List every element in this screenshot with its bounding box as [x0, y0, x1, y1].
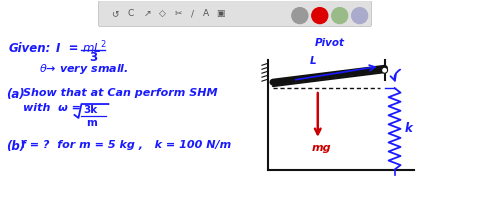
Text: ▣: ▣ — [216, 9, 224, 18]
Text: with  ω =: with ω = — [23, 103, 81, 113]
Text: 3: 3 — [89, 51, 97, 64]
Text: Show that at Can perform SHM: Show that at Can perform SHM — [23, 88, 217, 98]
Text: C: C — [127, 9, 133, 18]
Text: m: m — [86, 118, 97, 128]
Text: mg: mg — [312, 143, 331, 153]
Text: Pivot: Pivot — [315, 39, 345, 48]
Text: ↺: ↺ — [112, 9, 119, 18]
Text: L: L — [310, 56, 316, 66]
Text: f = ?  for m = 5 kg ,   k = 100 N/m: f = ? for m = 5 kg , k = 100 N/m — [21, 140, 231, 150]
Text: I  =: I = — [56, 42, 78, 55]
Text: k: k — [405, 122, 412, 135]
Text: (a): (a) — [6, 88, 24, 101]
Circle shape — [332, 8, 348, 24]
Text: 3k: 3k — [84, 105, 98, 115]
Text: (b): (b) — [6, 140, 25, 153]
Circle shape — [292, 8, 308, 24]
Circle shape — [352, 8, 368, 24]
Text: Given:: Given: — [9, 42, 51, 55]
Text: $\theta$→ very small.: $\theta$→ very small. — [38, 62, 128, 76]
Text: A: A — [203, 9, 209, 18]
Text: $mL^2$: $mL^2$ — [83, 39, 108, 56]
Text: ◇: ◇ — [159, 9, 166, 18]
Circle shape — [382, 67, 387, 73]
Text: ↗: ↗ — [144, 9, 151, 18]
Circle shape — [312, 8, 328, 24]
FancyBboxPatch shape — [98, 1, 372, 27]
Text: ✂: ✂ — [174, 9, 182, 18]
Text: /: / — [191, 9, 193, 18]
